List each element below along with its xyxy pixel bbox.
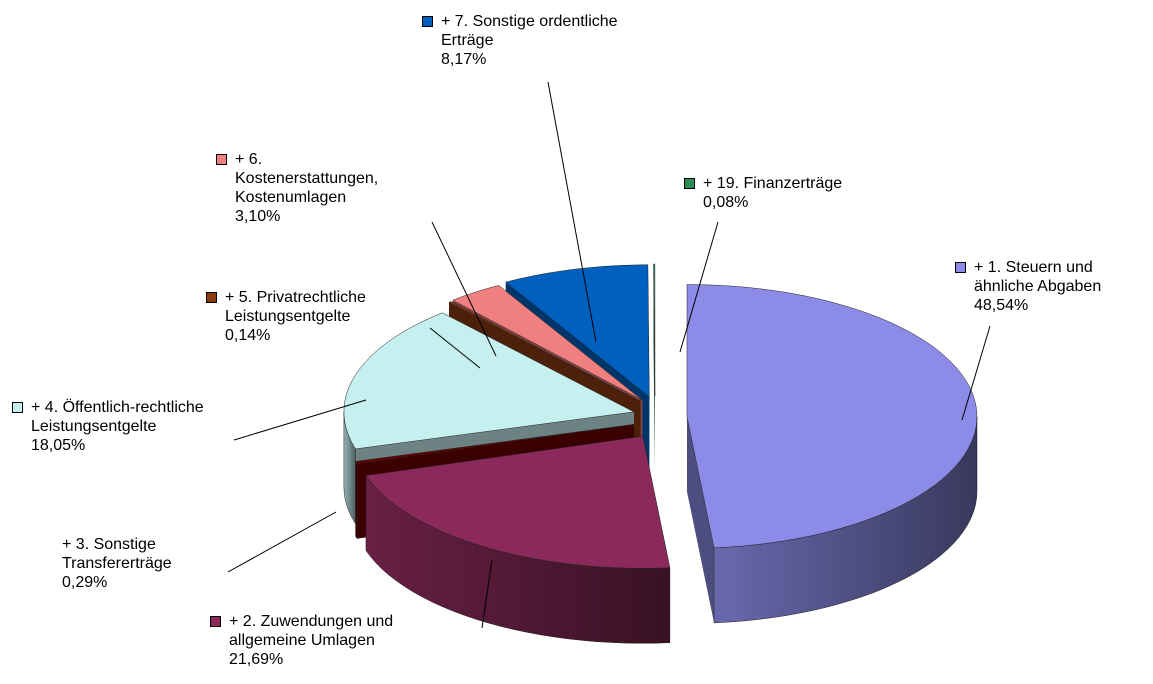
category-label: + 4. Öffentlich-rechtliche Leistungsentg… [31,399,204,435]
slice [343,312,635,450]
data-label: + 2. Zuwendungen und allgemeine Umlagen 2… [210,612,460,669]
legend-key [955,262,966,273]
slice [686,284,978,549]
leader-line [431,221,497,357]
category-label: + 5. Privatrechtliche Leistungsentgelte [225,289,366,325]
value-label: 0,08% [703,194,749,211]
category-label: + 2. Zuwendungen und allgemeine Umlagen [229,613,394,649]
category-label: + 19. Finanzerträge [703,175,843,192]
legend-key [216,154,227,165]
data-label: + 7. Sonstige ordentliche Erträge 8,17% [422,12,632,69]
legend-key [422,16,433,27]
value-label: 0,29% [62,574,108,591]
value-label: 21,69% [229,651,284,668]
leader-line [481,559,493,629]
slice [505,264,650,398]
leader-line [961,325,991,421]
leader-line [429,327,481,369]
value-label: 48,54% [974,297,1029,314]
legend-key [684,178,695,189]
value-label: 18,05% [31,437,86,454]
slice [452,285,643,401]
slice-side [686,416,715,623]
slice [448,301,641,402]
slice [365,436,671,569]
value-label: 8,17% [441,51,487,68]
category-label: + 3. Sonstige Transfererträge [62,536,172,572]
value-label: 0,14% [225,327,271,344]
leader-line [547,81,597,343]
leader-line [233,399,367,441]
legend-key [12,402,23,413]
data-label: + 19. Finanzerträge 0,08% [684,174,914,212]
data-label: + 3. Sonstige Transfererträge 0,29% [62,535,232,592]
data-label: + 6. Kostenerstattungen, Kostenumlagen 3,… [216,150,386,226]
legend-key [210,616,221,627]
slice [653,263,656,397]
legend-key [206,292,217,303]
leader-line [679,221,719,353]
category-label: + 6. Kostenerstattungen, Kostenumlagen [235,151,379,206]
slice [355,424,634,464]
category-label: + 7. Sonstige ordentliche Erträge [441,13,618,49]
data-label: + 4. Öffentlich-rechtliche Leistungsentg… [12,398,282,455]
category-label: + 1. Steuern und ähnliche Abgaben [974,259,1102,295]
data-label: + 5. Privatrechtliche Leistungsentgelte 0… [206,288,436,345]
slice-wall [355,460,358,540]
leader-line [227,511,337,573]
data-label: + 1. Steuern und ähnliche Abgaben 48,54% [955,258,1150,315]
value-label: 3,10% [235,208,281,225]
